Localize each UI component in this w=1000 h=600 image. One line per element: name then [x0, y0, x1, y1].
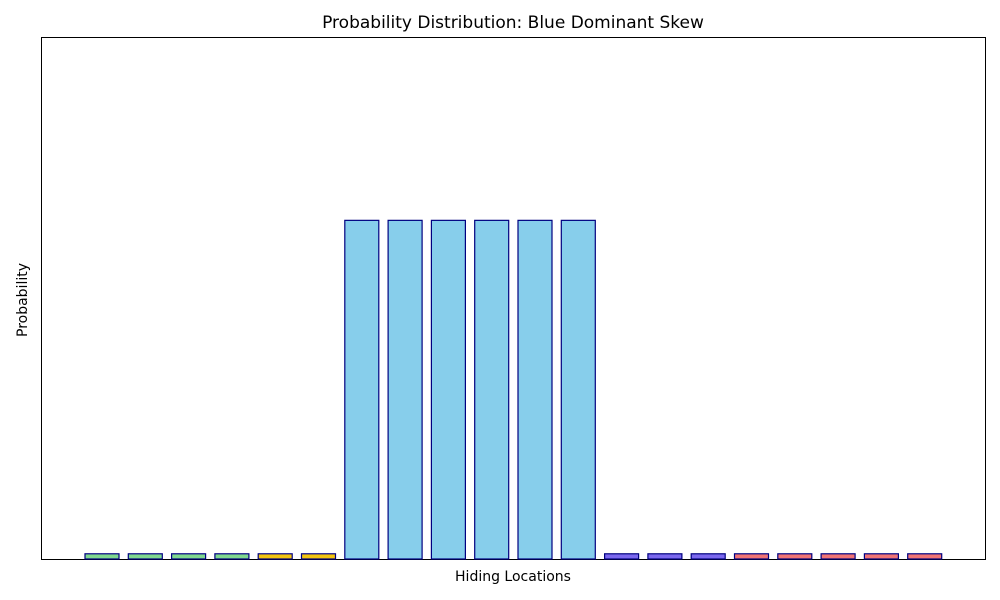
- bar-2: [127, 553, 163, 560]
- bar-12: [560, 219, 596, 560]
- bar-6: [300, 553, 337, 560]
- bar-17: [777, 553, 813, 560]
- bar-3: [171, 553, 207, 560]
- bar-11: [517, 219, 553, 560]
- x-axis-label: Hiding Locations: [455, 569, 571, 585]
- plot-area-frame: [41, 37, 986, 560]
- bar-1: [84, 553, 120, 560]
- y-axis-label: Probability: [15, 263, 31, 337]
- bar-5: [257, 553, 293, 560]
- bar-18: [820, 553, 856, 560]
- bar-4: [214, 553, 250, 560]
- bar-10: [474, 219, 510, 560]
- bar-20: [907, 553, 943, 560]
- bars-group: [84, 219, 943, 560]
- bar-8: [387, 219, 423, 560]
- bar-16: [733, 553, 770, 560]
- bar-15: [690, 553, 726, 560]
- bar-14: [647, 553, 683, 560]
- chart-title: Probability Distribution: Blue Dominant …: [322, 13, 704, 33]
- bar-9: [430, 219, 466, 560]
- bar-19: [863, 553, 900, 560]
- bar-13: [603, 553, 640, 560]
- bar-7: [344, 219, 380, 560]
